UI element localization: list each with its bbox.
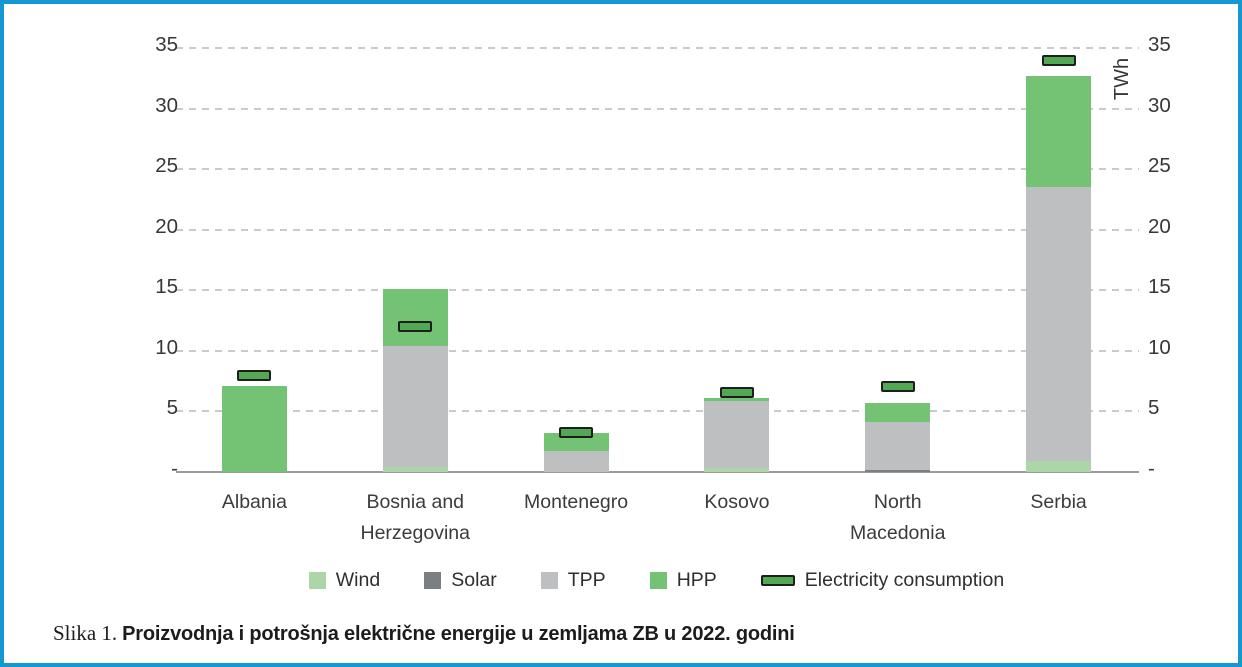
plot-area xyxy=(174,24,1139,473)
legend-item-tpp: TPP xyxy=(540,568,606,592)
x-axis-line xyxy=(176,471,1139,473)
y-tick-label-left: - xyxy=(171,457,178,480)
legend-item-hpp: HPP xyxy=(649,568,717,592)
legend: Wind Solar TPP HPP Electricity consumption xyxy=(174,567,1139,593)
legend-label: HPP xyxy=(676,568,717,591)
x-axis-label-line: Albania xyxy=(221,491,287,513)
x-axis-label-line: Herzegovina xyxy=(360,522,470,544)
gridline xyxy=(176,410,1139,413)
x-axis-label-line: North xyxy=(873,491,922,513)
x-axis-label-line: Serbia xyxy=(1030,491,1087,513)
legend-item-wind: Wind xyxy=(308,568,381,592)
x-axis-label-montenegro: Montenegro xyxy=(496,487,657,518)
consumption-marker xyxy=(1041,54,1076,66)
bar-segment-tpp xyxy=(543,451,609,472)
legend-label: Electricity consumption xyxy=(804,568,1005,591)
y-tick-label-right: 20 xyxy=(1148,214,1171,238)
bar-segment-hpp xyxy=(543,433,609,452)
bar-segment-tpp xyxy=(865,422,931,470)
y-tick-label-left: 35 xyxy=(155,33,178,57)
bar-segment-wind xyxy=(1026,461,1092,472)
wind-legend-swatch xyxy=(308,571,326,589)
consumption-marker xyxy=(398,321,433,333)
legend-label: Solar xyxy=(451,568,497,591)
y-tick-label-left: 25 xyxy=(155,154,178,178)
bar-segment-tpp xyxy=(382,346,448,468)
x-axis-label-bosnia-and-herzegovina: Bosnia and Herzegovina xyxy=(335,487,496,549)
caption-title: Proizvodnja i potrošnja električne energ… xyxy=(122,623,795,645)
bar-segment-solar xyxy=(865,469,931,472)
gridline xyxy=(176,349,1139,352)
figure-caption: Slika 1. Proizvodnja i potrošnja električ… xyxy=(53,621,795,646)
bar-segment-hpp xyxy=(382,289,448,347)
y-tick-label-right: 5 xyxy=(1148,396,1160,420)
legend-label: TPP xyxy=(567,568,606,591)
consumption-marker xyxy=(559,426,594,438)
category-slot-bosnia-and-herzegovina xyxy=(335,24,496,472)
consumption-marker xyxy=(237,369,272,381)
y-tick-label-left: 10 xyxy=(155,335,178,359)
x-axis-label-line: Kosovo xyxy=(704,491,770,513)
legend-item-solar: Solar xyxy=(424,569,497,592)
x-axis-label-line: Bosnia and xyxy=(366,491,465,513)
x-axis-label-kosovo: Kosovo xyxy=(657,487,818,518)
caption-label: Slika 1. xyxy=(53,621,118,645)
solar-legend-swatch xyxy=(424,571,442,589)
y-tick-label-right: 25 xyxy=(1148,154,1171,178)
category-slot-serbia xyxy=(978,24,1139,472)
bar-segment-tpp xyxy=(704,400,770,469)
y-tick-label-right: - xyxy=(1148,457,1155,480)
category-slot-north-macedonia xyxy=(817,24,978,472)
gridline xyxy=(176,168,1139,171)
y-tick-label-right: 30 xyxy=(1148,93,1171,117)
category-slot-montenegro xyxy=(496,24,657,472)
x-axis-label-serbia: Serbia xyxy=(978,487,1139,518)
bar-segment-hpp xyxy=(1026,76,1092,188)
y-tick-label-right: 10 xyxy=(1148,335,1171,359)
category-slot-kosovo xyxy=(657,24,818,472)
y-axis-unit-label: TWh xyxy=(1111,57,1133,101)
bar-segment-hpp xyxy=(221,386,287,472)
hpp-legend-swatch xyxy=(649,571,667,589)
y-tick-label-right: 35 xyxy=(1148,33,1171,57)
x-axis-label-line: Macedonia xyxy=(850,522,946,544)
bar-segment-hpp xyxy=(865,403,931,423)
x-axis-label-line: Montenegro xyxy=(524,491,629,513)
tpp-legend-swatch xyxy=(540,571,558,589)
bar-segment-hpp xyxy=(704,398,770,401)
x-axis-label-albania: Albania xyxy=(174,487,335,518)
y-tick-label-left: 20 xyxy=(155,214,178,238)
consumption-marker xyxy=(880,380,915,392)
gridline xyxy=(176,289,1139,292)
legend-label: Wind xyxy=(335,568,381,591)
x-axis-labels: Albania Bosnia and Herzegovina Montenegro Ko… xyxy=(174,487,1139,551)
x-axis-label-north-macedonia: North Macedonia xyxy=(817,487,978,549)
bar-segment-tpp xyxy=(1026,187,1092,462)
legend-item-electricity-consumption: Electricity consumption xyxy=(760,568,1005,592)
gridline xyxy=(176,47,1139,50)
bar-segment-wind xyxy=(704,468,770,472)
y-tick-label-right: 15 xyxy=(1148,275,1171,299)
consumption-legend-capsule xyxy=(760,574,795,586)
gridline xyxy=(176,107,1139,110)
gridline xyxy=(176,228,1139,231)
consumption-marker xyxy=(719,386,754,398)
bar-segment-wind xyxy=(382,467,448,472)
y-tick-label-left: 15 xyxy=(155,275,178,299)
y-tick-label-left: 30 xyxy=(155,93,178,117)
y-tick-label-left: 5 xyxy=(166,396,178,420)
category-slot-albania xyxy=(174,24,335,472)
